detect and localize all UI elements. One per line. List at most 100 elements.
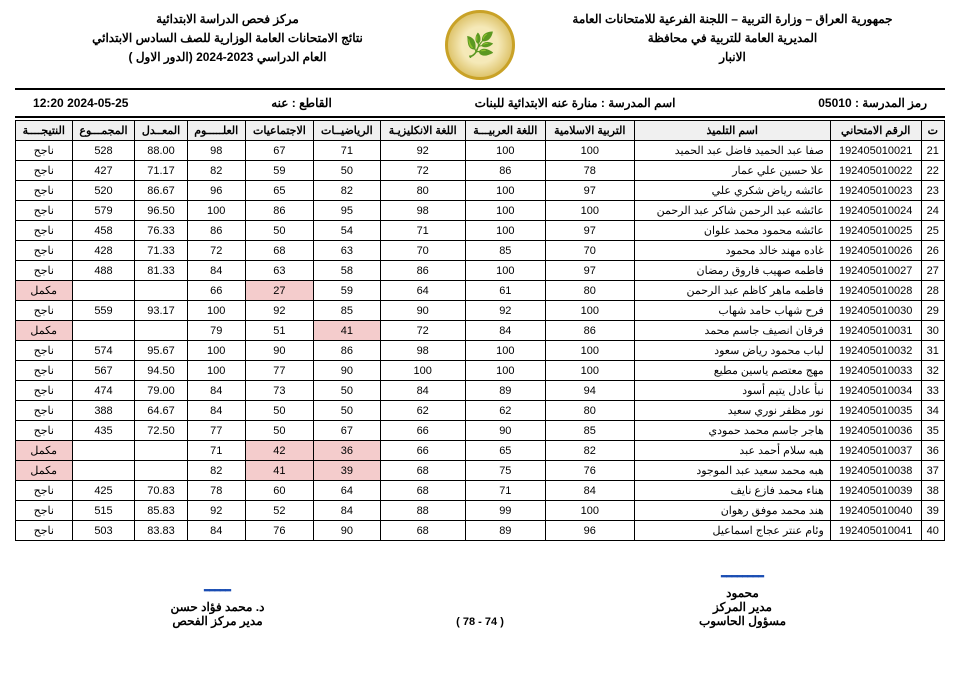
cell: 100: [546, 341, 635, 361]
cell: 68: [245, 241, 313, 261]
cell: هناء محمد فازع نايف: [634, 481, 830, 501]
cell: 85: [313, 301, 380, 321]
cell: 94.50: [135, 361, 187, 381]
cell: عائشه محمود محمد علوان: [634, 221, 830, 241]
cell: 71: [380, 221, 465, 241]
col-6: الرياضيــات: [313, 121, 380, 141]
cell: 72: [380, 161, 465, 181]
cell: 96.50: [135, 201, 187, 221]
signature-left: ـــــ: [15, 575, 420, 596]
cell: 192405010037: [830, 441, 921, 461]
cell: 54: [313, 221, 380, 241]
hl-line2: نتائج الامتحانات العامة الوزارية للصف ال…: [15, 29, 440, 48]
cell: 99: [465, 501, 545, 521]
signature-right: ــــــــ: [540, 561, 945, 582]
district-value: عنه: [271, 96, 288, 110]
cell: 192405010039: [830, 481, 921, 501]
cell: 89: [465, 521, 545, 541]
cell: ناجح: [16, 501, 73, 521]
col-9: المعــدل: [135, 121, 187, 141]
cell: 528: [72, 141, 135, 161]
cell: 86.67: [135, 181, 187, 201]
cell: 192405010028: [830, 281, 921, 301]
table-row: 26192405010026غاده مهند خالد محمود708570…: [16, 241, 945, 261]
cell: 62: [465, 401, 545, 421]
cell: 66: [380, 421, 465, 441]
cell: 100: [546, 301, 635, 321]
cell: 192405010035: [830, 401, 921, 421]
results-table: تالرقم الامتحانياسم التلميذالتربية الاسل…: [15, 120, 945, 541]
cell: 90: [465, 421, 545, 441]
cell: ناجح: [16, 421, 73, 441]
cell: 72: [187, 241, 245, 261]
cell: 66: [380, 441, 465, 461]
gov-logo-icon: 🌿: [445, 10, 515, 80]
cell: نور مظفر نوري سعيد: [634, 401, 830, 421]
school-code: رمز المدرسة : 05010: [810, 94, 935, 112]
cell: 66: [187, 281, 245, 301]
page-number: ( 74 - 78 ): [420, 616, 540, 628]
cell: 71: [187, 441, 245, 461]
doc-header: جمهورية العراق – وزارة التربية – اللجنة …: [15, 10, 945, 80]
footer-right-title2: مسؤول الحاسوب: [540, 614, 945, 628]
cell: 72: [380, 321, 465, 341]
cell: 192405010027: [830, 261, 921, 281]
cell: 98: [187, 141, 245, 161]
cell: 579: [72, 201, 135, 221]
cell: مكمل: [16, 321, 73, 341]
cell: 100: [187, 301, 245, 321]
cell: 84: [380, 381, 465, 401]
cell: 33: [921, 381, 944, 401]
cell: ناجح: [16, 161, 73, 181]
school-code-value: 05010: [818, 96, 851, 110]
cell: 65: [245, 181, 313, 201]
cell: علا حسين علي عمار: [634, 161, 830, 181]
cell: 100: [465, 361, 545, 381]
cell: 70: [380, 241, 465, 261]
cell: 71.33: [135, 241, 187, 261]
cell: 62: [380, 401, 465, 421]
cell: 41: [245, 461, 313, 481]
cell: وئام عنتر عجاج اسماعيل: [634, 521, 830, 541]
cell: 78: [546, 161, 635, 181]
cell: 83.83: [135, 521, 187, 541]
cell: فاطمه صهيب فاروق رمضان: [634, 261, 830, 281]
cell: 98: [380, 341, 465, 361]
cell: 39: [313, 461, 380, 481]
cell: 559: [72, 301, 135, 321]
cell: 574: [72, 341, 135, 361]
cell: 30: [921, 321, 944, 341]
col-5: اللغة الانكليزيـة: [380, 121, 465, 141]
hr-line1: جمهورية العراق – وزارة التربية – اللجنة …: [520, 10, 945, 29]
cell: 60: [245, 481, 313, 501]
cell: 90: [313, 361, 380, 381]
table-row: 37192405010038هبه محمد سعيد عبد الموجود7…: [16, 461, 945, 481]
cell: 86: [546, 321, 635, 341]
cell: 80: [546, 281, 635, 301]
cell: 35: [921, 421, 944, 441]
cell: 76.33: [135, 221, 187, 241]
cell: 79.00: [135, 381, 187, 401]
cell: 42: [245, 441, 313, 461]
cell: 100: [465, 221, 545, 241]
cell: 388: [72, 401, 135, 421]
hr-line3: الانبار: [520, 48, 945, 67]
cell: لباب محمود رياض سعود: [634, 341, 830, 361]
cell: غاده مهند خالد محمود: [634, 241, 830, 261]
cell: 80: [546, 401, 635, 421]
cell: [135, 321, 187, 341]
cell: [72, 281, 135, 301]
footer-left-title: مدير مركز الفحص: [15, 614, 420, 628]
district-label: القاطع :: [292, 96, 332, 110]
table-row: 33192405010034نبأ عادل يتيم أسود94898450…: [16, 381, 945, 401]
cell: 192405010033: [830, 361, 921, 381]
header-left: مركز فحص الدراسة الابتدائية نتائج الامتح…: [15, 10, 440, 68]
cell: 84: [187, 401, 245, 421]
cell: 100: [380, 361, 465, 381]
cell: 428: [72, 241, 135, 261]
cell: 78: [187, 481, 245, 501]
cell: 96: [546, 521, 635, 541]
cell: 75: [465, 461, 545, 481]
cell: 84: [187, 261, 245, 281]
cell: 100: [546, 141, 635, 161]
